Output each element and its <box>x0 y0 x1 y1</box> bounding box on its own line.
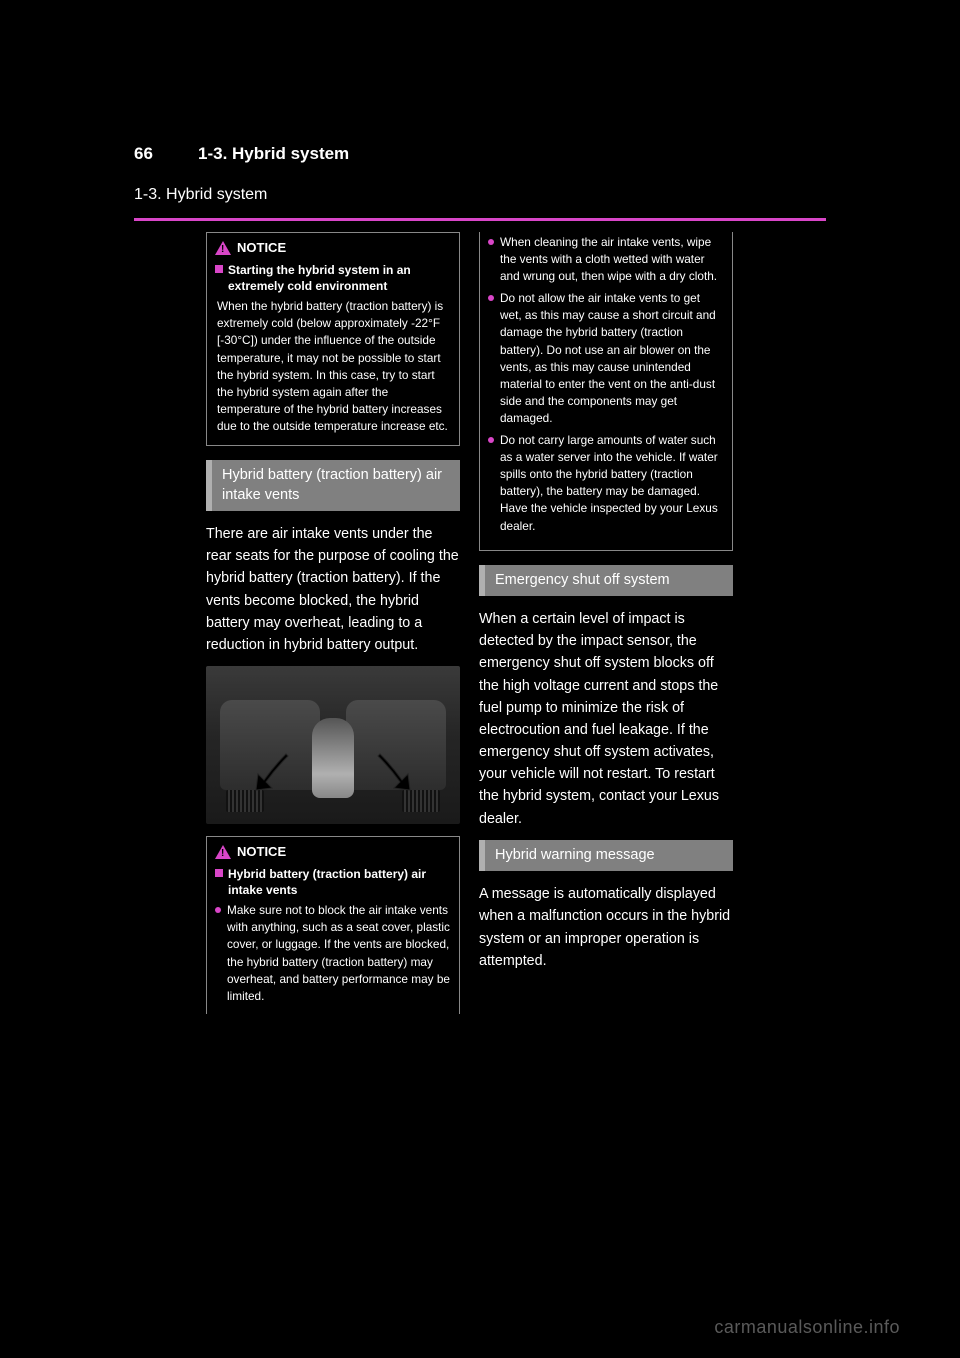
notice-box-cold-start: NOTICE Starting the hybrid system in an … <box>206 232 460 446</box>
section-heading-air-vents: Hybrid battery (traction battery) air in… <box>206 460 460 511</box>
section-breadcrumb: 1-3. Hybrid system <box>134 186 267 204</box>
page-number: 66 <box>134 144 153 164</box>
notice-bullet-text: Do not carry large amounts of water such… <box>500 432 724 535</box>
bullet-dot-icon <box>488 295 494 301</box>
bullet-dot-icon <box>488 239 494 245</box>
arrow-icon <box>246 746 296 796</box>
divider-line <box>134 218 826 221</box>
notice-title: NOTICE <box>237 239 286 258</box>
bullet-square-icon <box>215 265 223 273</box>
warning-icon <box>215 845 231 859</box>
chapter-header: 1-3. Hybrid system <box>198 144 349 164</box>
air-intake-vents-image <box>206 666 460 824</box>
notice-subheading: Hybrid battery (traction battery) air in… <box>228 866 451 898</box>
warning-icon <box>215 241 231 255</box>
notice-bullet-text: Do not allow the air intake vents to get… <box>500 290 724 427</box>
body-paragraph: There are air intake vents under the rea… <box>206 523 460 656</box>
body-paragraph: When a certain level of impact is detect… <box>479 608 733 830</box>
notice-box-continued: When cleaning the air intake vents, wipe… <box>479 232 733 551</box>
section-heading-warning-msg: Hybrid warning message <box>479 840 733 872</box>
bullet-dot-icon <box>215 907 221 913</box>
notice-box-air-vents: NOTICE Hybrid battery (traction battery)… <box>206 836 460 1014</box>
arrow-icon <box>370 746 420 796</box>
watermark: carmanualsonline.info <box>714 1317 900 1338</box>
notice-bullet-text: When cleaning the air intake vents, wipe… <box>500 234 724 285</box>
bullet-dot-icon <box>488 437 494 443</box>
notice-subheading: Starting the hybrid system in an extreme… <box>228 262 451 294</box>
section-heading-emergency: Emergency shut off system <box>479 565 733 597</box>
notice-title: NOTICE <box>237 843 286 862</box>
body-paragraph: A message is automatically displayed whe… <box>479 883 733 972</box>
notice-bullet-text: Make sure not to block the air intake ve… <box>227 902 451 1005</box>
bullet-square-icon <box>215 869 223 877</box>
notice-body-text: When the hybrid battery (traction batter… <box>215 298 451 435</box>
